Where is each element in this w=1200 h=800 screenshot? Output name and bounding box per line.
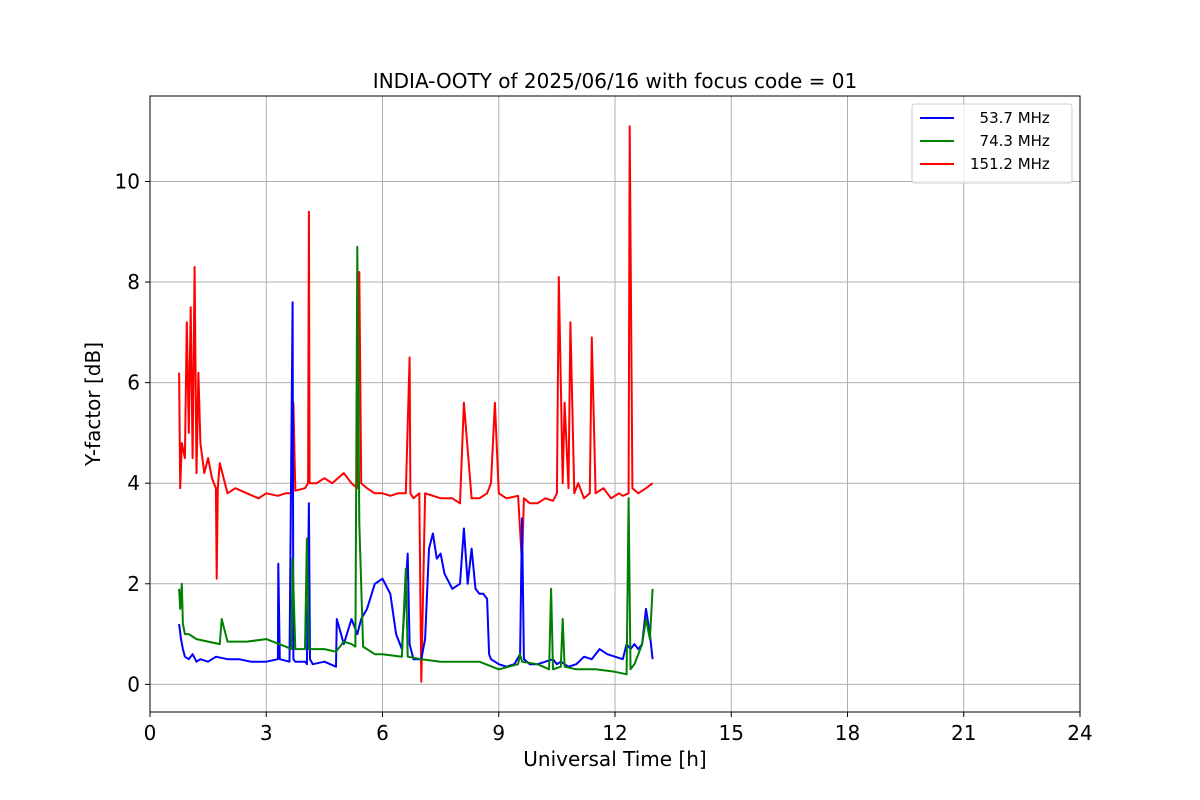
series-line-74-3-mhz <box>178 245 654 676</box>
y-axis-label: Y-factor [dB] <box>81 342 105 467</box>
y-tick-label: 2 <box>127 572 140 596</box>
legend-label: 53.7 MHz <box>970 109 1050 127</box>
x-axis-label: Universal Time [h] <box>523 747 706 771</box>
x-tick-label: 12 <box>602 721 627 745</box>
y-tick-label: 8 <box>127 270 140 294</box>
y-tick-label: 10 <box>115 169 140 193</box>
chart-title: INDIA-OOTY of 2025/06/16 with focus code… <box>373 69 857 93</box>
y-tick-label: 0 <box>127 672 140 696</box>
legend-items: 53.7 MHz 74.3 MHz 151.2 MHz <box>920 109 1050 173</box>
legend: 53.7 MHz 74.3 MHz 151.2 MHz <box>911 103 1073 184</box>
grid <box>149 96 1081 712</box>
legend-label: 151.2 MHz <box>970 155 1050 173</box>
x-tick-label: 18 <box>835 721 860 745</box>
x-tick-label: 6 <box>376 721 389 745</box>
series-line-151-2-mhz <box>178 125 654 683</box>
series-line-53-7-mhz <box>178 301 654 668</box>
x-tick-label: 3 <box>260 721 273 745</box>
x-tick-label: 9 <box>492 721 505 745</box>
legend-label: 74.3 MHz <box>970 132 1050 150</box>
series-layer <box>178 125 654 683</box>
x-tick-label: 24 <box>1067 721 1092 745</box>
x-tick-label: 0 <box>144 721 157 745</box>
x-tick-label: 15 <box>719 721 744 745</box>
x-tick-label: 21 <box>951 721 976 745</box>
y-tick-label: 6 <box>127 371 140 395</box>
y-tick-label: 4 <box>127 471 140 495</box>
